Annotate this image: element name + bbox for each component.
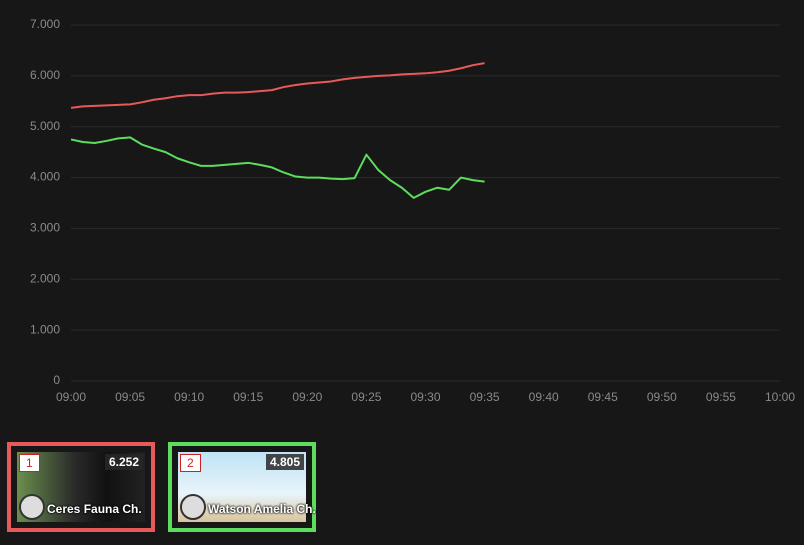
thumbnail: 1 6.252 Ceres Fauna Ch. — [17, 452, 145, 522]
card-value: 6.252 — [104, 454, 143, 470]
channel-name: Watson Amelia Ch. — [208, 502, 316, 516]
card-value: 4.805 — [265, 454, 304, 470]
y-tick-label: 1.000 — [30, 322, 60, 336]
y-tick-label: 0 — [53, 373, 60, 387]
y-tick-label: 4.000 — [30, 170, 60, 184]
avatar — [180, 494, 206, 520]
channel-name: Ceres Fauna Ch. — [47, 502, 142, 516]
y-tick-label: 6.000 — [30, 68, 60, 82]
x-tick-label: 09:15 — [233, 390, 263, 404]
x-tick-label: 09:50 — [647, 390, 677, 404]
x-tick-label: 10:00 — [765, 390, 795, 404]
x-tick-label: 09:45 — [588, 390, 618, 404]
thumbnail: 2 4.805 Watson Amelia Ch. — [178, 452, 316, 522]
y-tick-label: 2.000 — [30, 271, 60, 285]
series-line — [70, 136, 485, 199]
avatar — [19, 494, 45, 520]
series-line — [70, 62, 485, 109]
x-tick-label: 09:20 — [292, 390, 322, 404]
x-tick-label: 09:55 — [706, 390, 736, 404]
x-tick-label: 09:05 — [115, 390, 145, 404]
chart: 0 1.000 2.000 3.000 4.000 5.000 6.000 7.000 09:0… — [30, 17, 795, 404]
rank: 1 — [19, 454, 40, 472]
channel-card[interactable]: 2 4.805 Watson Amelia Ch. — [168, 442, 316, 532]
x-tick-label: 09:30 — [410, 390, 440, 404]
x-tick-label: 09:35 — [470, 390, 500, 404]
y-tick-label: 5.000 — [30, 119, 60, 133]
y-tick-label: 7.000 — [30, 17, 60, 31]
rank: 2 — [180, 454, 201, 472]
x-tick-label: 09:00 — [56, 390, 86, 404]
x-tick-label: 09:10 — [174, 390, 204, 404]
x-tick-label: 09:40 — [529, 390, 559, 404]
y-tick-label: 3.000 — [30, 221, 60, 235]
channel-card[interactable]: 1 6.252 Ceres Fauna Ch. — [7, 442, 155, 532]
x-tick-label: 09:25 — [351, 390, 381, 404]
